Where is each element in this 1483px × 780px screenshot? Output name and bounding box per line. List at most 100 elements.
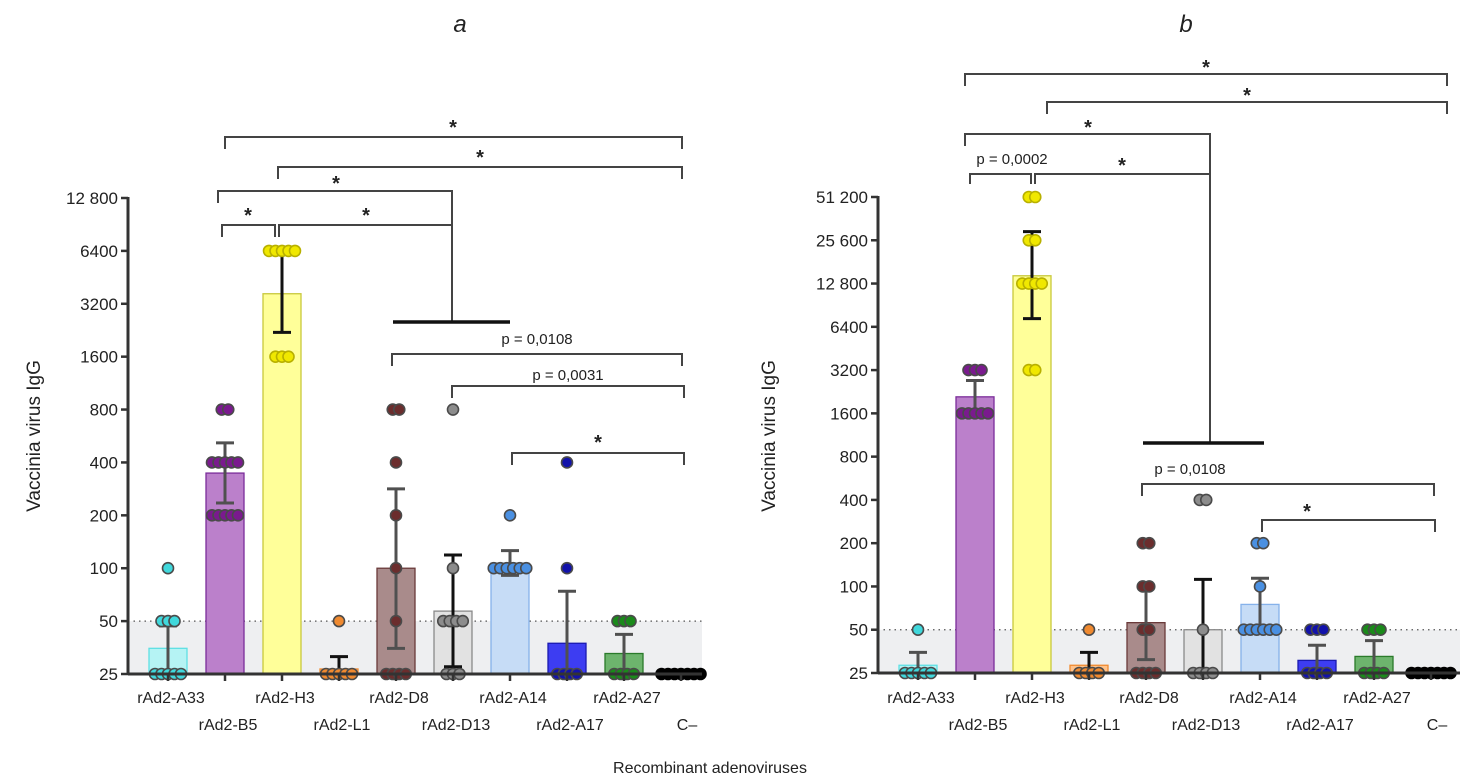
y-tick-label: 800	[840, 448, 868, 467]
data-point	[221, 403, 235, 416]
data-point	[1374, 623, 1387, 637]
panel-label: b	[1179, 11, 1192, 38]
significance-bracket	[1046, 101, 1448, 114]
y-tick-label: 200	[90, 506, 118, 525]
data-point	[1317, 623, 1330, 637]
y-tick-label: 3200	[80, 295, 118, 314]
significance-bracket	[221, 224, 276, 237]
significance-star: *	[594, 432, 602, 454]
x-tick-label: rAd2-D13	[422, 717, 491, 734]
significance-star: *	[362, 205, 370, 227]
bar	[955, 396, 995, 674]
x-tick-label: rAd2-L1	[314, 717, 371, 734]
data-point	[231, 509, 245, 522]
data-point	[282, 350, 295, 363]
panel-b: b Vaccinia virus IgG 25 50 100 200 400 800 1600 3…	[759, 11, 1460, 734]
p-value-label: p = 0,0108	[1154, 461, 1225, 478]
p-value-label: p = 0,0031	[532, 367, 603, 384]
data-point	[1028, 190, 1042, 204]
y-tick-label: 1600	[830, 404, 868, 423]
data-point	[1269, 623, 1283, 637]
y-tick-label: 25 600	[816, 231, 868, 250]
y-tick-label: 100	[90, 559, 118, 578]
significance-bracket	[1261, 519, 1436, 532]
bar	[1012, 275, 1052, 674]
y-tick-label: 6400	[830, 318, 868, 337]
data-point	[389, 456, 403, 469]
significance-star: *	[332, 173, 340, 195]
data-point	[231, 456, 245, 469]
panel-label: a	[453, 11, 466, 38]
data-point	[911, 623, 925, 637]
p-value-label: p = 0,0002	[976, 151, 1047, 168]
data-point	[981, 407, 995, 420]
data-point	[161, 561, 175, 575]
significance-bracket	[1141, 483, 1435, 496]
panel-a: a Vaccinia virus IgG 25 50 100 200 400 800 1600 3…	[24, 11, 707, 734]
significance-star: *	[244, 205, 252, 227]
x-tick-label: rAd2-A33	[887, 690, 955, 707]
data-point	[168, 614, 181, 628]
y-tick-label: 100	[840, 577, 868, 596]
data-point	[1142, 580, 1156, 593]
data-point	[1253, 580, 1267, 593]
significance-bracket	[391, 353, 683, 366]
data-point	[389, 509, 403, 522]
x-tick-label: C–	[1427, 717, 1448, 734]
data-point	[519, 561, 533, 575]
y-tick-label: 3200	[830, 361, 868, 380]
data-point	[446, 403, 460, 416]
y-axis-title: Vaccinia virus IgG	[24, 360, 45, 512]
y-tick-label: 50	[99, 612, 118, 631]
x-tick-label: rAd2-B5	[949, 717, 1008, 734]
bar	[490, 562, 530, 675]
data-point	[389, 614, 403, 628]
data-point	[1196, 623, 1210, 637]
data-point	[1082, 623, 1096, 637]
x-tick-label: rAd2-B5	[199, 717, 258, 734]
x-tick-label: C–	[677, 717, 698, 734]
y-tick-label: 25	[849, 664, 868, 683]
y-tick-label: 800	[90, 401, 118, 420]
y-tick-label: 50	[849, 621, 868, 640]
data-point	[1199, 493, 1213, 507]
x-tick-label: rAd2-D13	[1172, 717, 1241, 734]
y-tick-label: 400	[840, 491, 868, 510]
data-point	[1256, 536, 1270, 550]
x-tick-label: rAd2-A14	[1229, 690, 1297, 707]
data-point	[1028, 363, 1042, 377]
y-tick-label: 25	[99, 665, 118, 684]
data-point	[624, 614, 637, 628]
data-point	[456, 614, 470, 628]
significance-bracket	[277, 166, 683, 179]
significance-bracket	[451, 385, 685, 398]
x-tick-label: rAd2-L1	[1064, 717, 1121, 734]
data-point	[1142, 623, 1156, 637]
significance-star: *	[1202, 57, 1210, 79]
y-tick-label: 6400	[80, 242, 118, 261]
y-tick-label: 12 800	[816, 275, 868, 294]
p-value-label: p = 0,0108	[501, 331, 572, 348]
significance-bracket	[964, 73, 1448, 86]
data-point	[389, 561, 403, 575]
x-tick-label: rAd2-A27	[593, 690, 661, 707]
significance-bracket	[1034, 173, 1210, 184]
data-point	[560, 561, 574, 575]
y-tick-label: 400	[90, 453, 118, 472]
significance-star: *	[449, 117, 457, 139]
data-point	[503, 509, 517, 522]
x-tick-label: rAd2-A33	[137, 690, 205, 707]
x-axis-title: Recombinant adenoviruses	[613, 760, 807, 777]
x-tick-label: rAd2-A27	[1343, 690, 1411, 707]
significance-bracket	[969, 173, 1032, 184]
x-tick-label: rAd2-A17	[536, 717, 604, 734]
y-tick-label: 51 200	[816, 188, 868, 207]
data-point	[332, 614, 346, 628]
x-tick-label: rAd2-A14	[479, 690, 547, 707]
data-point	[392, 403, 406, 416]
data-point	[975, 363, 988, 377]
x-tick-label: rAd2-D8	[369, 690, 429, 707]
data-point	[1142, 536, 1156, 550]
significance-star: *	[1303, 501, 1311, 523]
